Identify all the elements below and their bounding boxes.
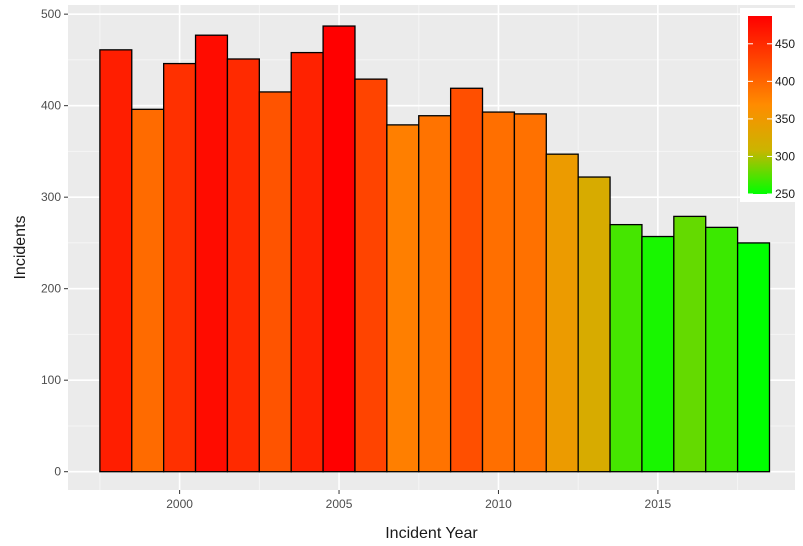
bar-2000 [163,62,197,473]
bar-2018 [736,242,771,473]
bar-2015 [641,235,675,473]
bar-2003 [258,91,292,473]
y-tick-label: 300 [41,190,61,204]
y-tick-label: 200 [41,282,61,296]
bar-2010 [481,111,516,473]
x-tick-label: 2000 [166,497,193,511]
bar-2009 [449,87,484,473]
legend-tick-label: 450 [775,37,795,51]
bar-2007 [386,124,420,473]
bar-2008 [418,115,452,473]
bar-2014 [609,223,643,473]
legend-ticks: 250 300 350 400 450 [748,37,795,201]
legend-tick-label: 350 [775,112,795,126]
x-axis-ticks: 2000 2005 2010 2015 [166,490,672,511]
bar-2004 [290,51,324,473]
legend-colorbar [748,16,772,194]
y-tick-label: 400 [41,99,61,113]
legend-tick-label: 300 [775,149,795,163]
bar-2013 [577,176,611,473]
legend-tick-label: 250 [775,187,795,201]
bars [99,25,771,473]
bar-2016 [673,215,707,473]
x-tick-label: 2015 [645,497,672,511]
x-tick-label: 2005 [326,497,353,511]
x-axis-title: Incident Year [385,525,478,542]
y-axis-title: Incidents [12,215,29,279]
legend-tick-label: 400 [775,74,795,88]
bar-2002 [226,58,260,473]
y-axis-ticks: 0 100 200 300 400 500 [41,7,68,479]
bar-2001 [194,34,229,473]
bar-1998 [99,49,133,473]
y-tick-label: 0 [54,465,61,479]
bar-2006 [354,78,388,473]
bar-2005 [322,25,356,473]
bar-2011 [513,113,547,473]
bar-2012 [545,153,579,473]
x-tick-label: 2010 [485,497,512,511]
color-legend: 250 300 350 400 450 [740,8,803,202]
y-tick-label: 500 [41,7,61,21]
bar-2017 [705,226,739,473]
bar-1999 [131,108,165,473]
y-tick-label: 100 [41,373,61,387]
